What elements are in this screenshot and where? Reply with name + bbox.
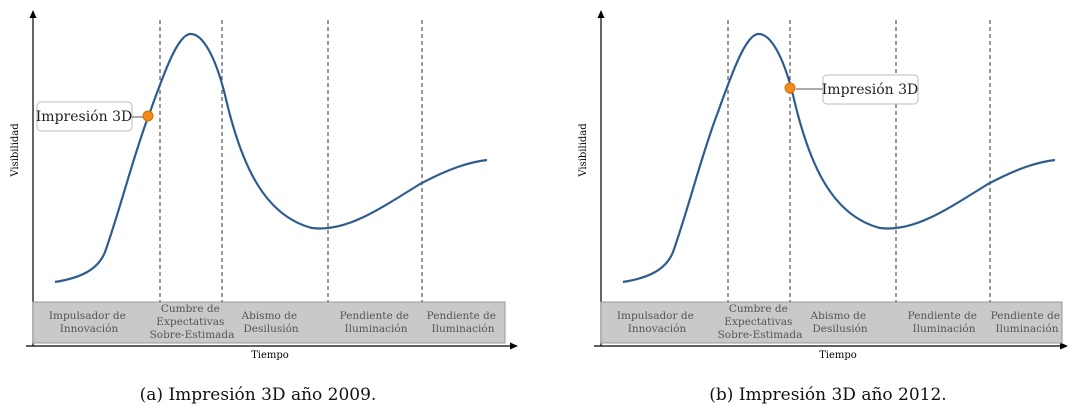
x-axis-arrow: [1060, 342, 1068, 350]
panel-b: Impulsador de Innovación Cumbre de Expec…: [578, 10, 1068, 405]
y-axis-arrow: [29, 10, 37, 18]
technology-marker: [784, 82, 796, 94]
hype-curve: [54, 32, 488, 284]
phase-label-3: Abismo de Desilusión: [810, 310, 870, 335]
phase-label-5: Pendiente de Iluminación: [991, 310, 1064, 335]
callout-label: Impresión 3D: [822, 82, 918, 98]
y-axis-label: Visibilidad: [578, 123, 589, 178]
y-axis-arrow: [597, 10, 605, 18]
phase-label-3: Abismo de Desilusión: [241, 310, 301, 335]
phase-label-5: Pendiente de Iluminación: [427, 310, 500, 335]
callout-box: [822, 74, 919, 105]
x-axis-label: Tiempo: [251, 350, 289, 361]
caption-a: (a) Impresión 3D año 2009.: [140, 385, 377, 405]
x-axis-arrow: [510, 342, 518, 350]
phase-label-1: Impulsador de Innovación: [617, 310, 697, 335]
phase-label-1: Impulsador de Innovación: [49, 310, 129, 335]
phase-label-2: Cumbre de Expectativas Sobre-Estimada: [718, 303, 803, 341]
hype-curve: [622, 32, 1056, 284]
panel-a: Impulsador de Innovación Cumbre de Expec…: [10, 10, 518, 405]
callout-label: Impresión 3D: [36, 109, 132, 125]
phase-label-4: Pendiente de Iluminación: [340, 310, 413, 335]
phase-band: [600, 301, 1063, 344]
phase-label-2: Cumbre de Expectativas Sobre-Estimada: [150, 303, 235, 341]
technology-marker: [142, 110, 154, 122]
y-axis-label: Visibilidad: [10, 123, 21, 178]
phase-band: [32, 301, 506, 344]
caption-b: (b) Impresión 3D año 2012.: [709, 385, 946, 405]
x-axis-label: Tiempo: [819, 350, 857, 361]
phase-label-4: Pendiente de Iluminación: [908, 310, 981, 335]
